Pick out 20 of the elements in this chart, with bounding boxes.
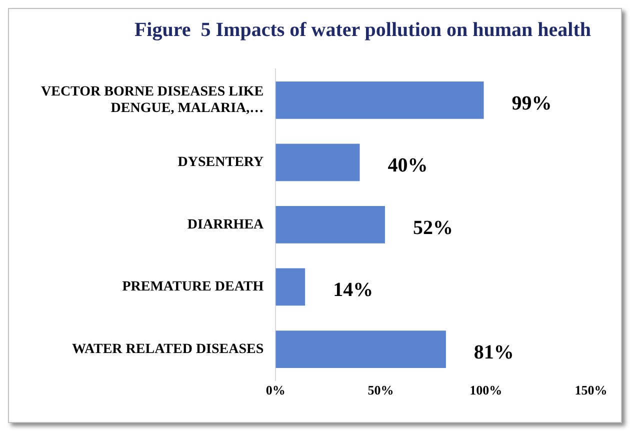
x-tick-label: 50% — [368, 382, 394, 398]
x-tick-label: 150% — [574, 382, 608, 398]
bar — [276, 330, 446, 368]
bar — [276, 268, 306, 306]
x-tick-label: 100% — [470, 382, 502, 398]
x-tick-label: 0% — [266, 382, 286, 398]
data-label: 52% — [412, 216, 453, 239]
chart-title: Figure 5 Impacts of water pollution on human health — [134, 19, 591, 42]
y-tick-label: DIARRHEA — [187, 217, 265, 232]
data-label: 99% — [512, 92, 552, 114]
y-tick-label: VECTOR BORNE DISEASES LIKE DENGUE, MALARIA,… — [40, 84, 264, 116]
bar — [276, 144, 360, 182]
data-label: 81% — [474, 341, 514, 364]
y-tick-label: WATER RELATED DISEASES — [72, 342, 264, 357]
data-label: 40% — [388, 154, 428, 177]
data-label: 14% — [333, 279, 374, 302]
y-tick-label: PREMATURE DEATH — [122, 280, 264, 295]
y-tick-label: DYSENTERY — [178, 155, 264, 170]
bar — [276, 81, 484, 119]
bar — [276, 206, 385, 244]
